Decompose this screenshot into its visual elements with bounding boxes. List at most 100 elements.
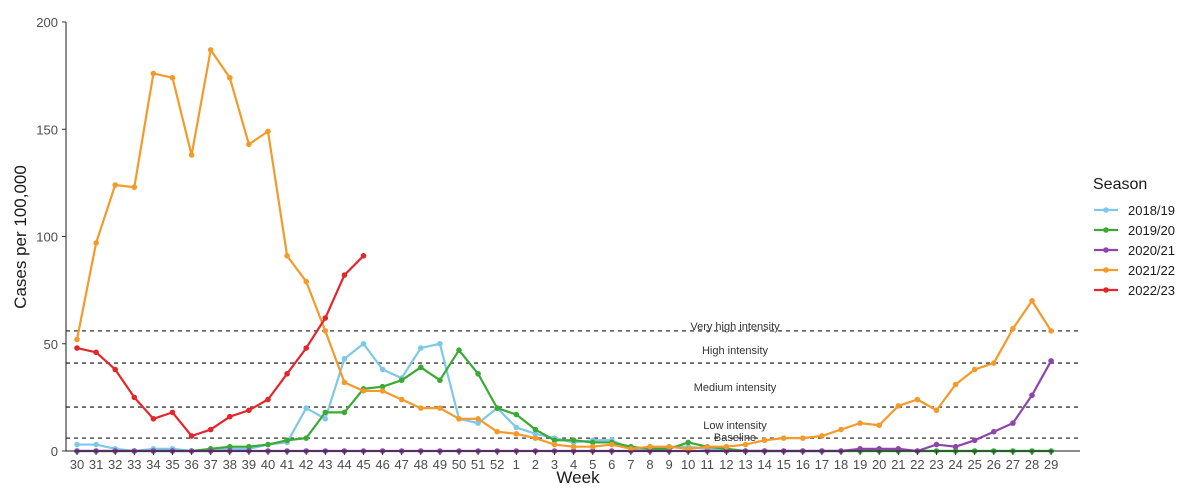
data-point bbox=[991, 428, 997, 435]
x-tick-label: 25 bbox=[967, 457, 981, 472]
data-point bbox=[971, 437, 978, 444]
x-tick-label: 6 bbox=[608, 457, 615, 472]
x-tick-label: 17 bbox=[815, 457, 829, 472]
data-point bbox=[876, 422, 882, 429]
data-point bbox=[74, 336, 80, 343]
data-point bbox=[284, 370, 290, 377]
data-point bbox=[437, 340, 443, 347]
data-point bbox=[456, 416, 462, 422]
threshold-label: Baseline bbox=[714, 432, 756, 444]
x-tick-label: 27 bbox=[1006, 457, 1020, 472]
data-point bbox=[589, 443, 596, 450]
data-point bbox=[971, 366, 978, 373]
x-tick-label: 10 bbox=[681, 457, 695, 472]
x-tick-label: 7 bbox=[627, 457, 634, 472]
legend-swatch-point bbox=[1103, 227, 1109, 233]
data-point bbox=[284, 253, 290, 259]
x-tick-label: 41 bbox=[280, 457, 294, 472]
legend-swatch-point bbox=[1103, 287, 1109, 293]
threshold-label: Medium intensity bbox=[694, 382, 777, 394]
series-line bbox=[75, 48, 1053, 450]
x-tick-label: 42 bbox=[299, 457, 313, 472]
x-tick-label: 18 bbox=[834, 457, 848, 472]
x-ticks: 30 31 32 33 34 35 36 37 38 39 40 41 42 43 44 45 46 47 48 49… bbox=[70, 451, 1058, 472]
data-point bbox=[895, 446, 902, 452]
x-tick-label: 19 bbox=[853, 457, 867, 472]
x-tick-label: 44 bbox=[337, 457, 351, 472]
data-point bbox=[398, 377, 405, 384]
data-point bbox=[303, 278, 310, 285]
series-layer bbox=[74, 47, 1054, 454]
x-tick-label: 5 bbox=[589, 457, 596, 472]
data-point bbox=[418, 405, 424, 411]
data-point bbox=[589, 439, 596, 446]
data-point bbox=[322, 328, 329, 334]
x-tick-label: 26 bbox=[987, 457, 1001, 472]
x-tick-label: 21 bbox=[891, 457, 905, 472]
data-point bbox=[1010, 325, 1016, 332]
data-point bbox=[895, 403, 902, 409]
y-tick-label: 50 bbox=[44, 337, 58, 352]
x-tick-label: 2 bbox=[532, 457, 539, 472]
legend-swatch-point bbox=[1103, 247, 1109, 253]
data-point bbox=[780, 435, 787, 441]
data-point bbox=[570, 437, 577, 444]
data-point bbox=[74, 345, 80, 351]
data-point bbox=[246, 141, 252, 148]
x-tick-label: 8 bbox=[646, 457, 653, 472]
y-tick-label: 0 bbox=[51, 444, 58, 459]
data-point bbox=[341, 272, 348, 278]
data-point bbox=[685, 446, 691, 452]
data-point bbox=[303, 345, 310, 351]
x-tick-label: 16 bbox=[796, 457, 810, 472]
x-tick-label: 34 bbox=[146, 457, 160, 472]
data-point bbox=[800, 435, 806, 441]
data-point bbox=[265, 441, 271, 448]
x-tick-label: 33 bbox=[127, 457, 141, 472]
data-point bbox=[379, 383, 386, 390]
data-point bbox=[284, 437, 290, 444]
data-point bbox=[246, 443, 252, 450]
x-tick-label: 15 bbox=[776, 457, 790, 472]
x-tick-label: 45 bbox=[356, 457, 370, 472]
y-axis-title: Cases per 100,000 bbox=[11, 165, 30, 309]
series-2022-23 bbox=[74, 253, 367, 439]
data-point bbox=[666, 443, 672, 450]
data-point bbox=[532, 435, 539, 441]
x-tick-label: 40 bbox=[261, 457, 275, 472]
data-point bbox=[303, 405, 310, 411]
x-tick-label: 22 bbox=[910, 457, 924, 472]
data-point bbox=[475, 420, 481, 426]
x-tick-label: 14 bbox=[757, 457, 771, 472]
data-point bbox=[551, 441, 558, 448]
legend-label: 2018/19 bbox=[1128, 203, 1175, 218]
x-tick-label: 29 bbox=[1044, 457, 1058, 472]
data-point bbox=[1029, 392, 1035, 399]
data-point bbox=[360, 253, 367, 259]
data-point bbox=[494, 428, 501, 435]
x-tick-label: 51 bbox=[471, 457, 485, 472]
data-point bbox=[379, 366, 386, 373]
y-tick-label: 200 bbox=[36, 15, 58, 30]
threshold-label: Low intensity bbox=[703, 420, 767, 432]
data-point bbox=[93, 441, 99, 448]
data-point bbox=[379, 388, 386, 394]
legend-label: 2021/22 bbox=[1128, 263, 1175, 278]
series-line bbox=[77, 342, 1052, 453]
y-tick-label: 100 bbox=[36, 230, 58, 245]
x-tick-label: 4 bbox=[570, 457, 577, 472]
data-point bbox=[169, 74, 176, 81]
data-point bbox=[609, 441, 615, 448]
data-point bbox=[437, 405, 443, 411]
data-point bbox=[303, 435, 310, 441]
x-tick-label: 20 bbox=[872, 457, 886, 472]
data-point bbox=[227, 413, 233, 420]
data-point bbox=[456, 347, 462, 353]
data-point bbox=[265, 128, 271, 135]
data-point bbox=[952, 443, 959, 450]
x-tick-label: 24 bbox=[948, 457, 962, 472]
x-tick-label: 11 bbox=[701, 457, 715, 472]
y-tick-label: 150 bbox=[36, 122, 58, 137]
data-point bbox=[933, 441, 940, 448]
data-point bbox=[188, 152, 195, 158]
